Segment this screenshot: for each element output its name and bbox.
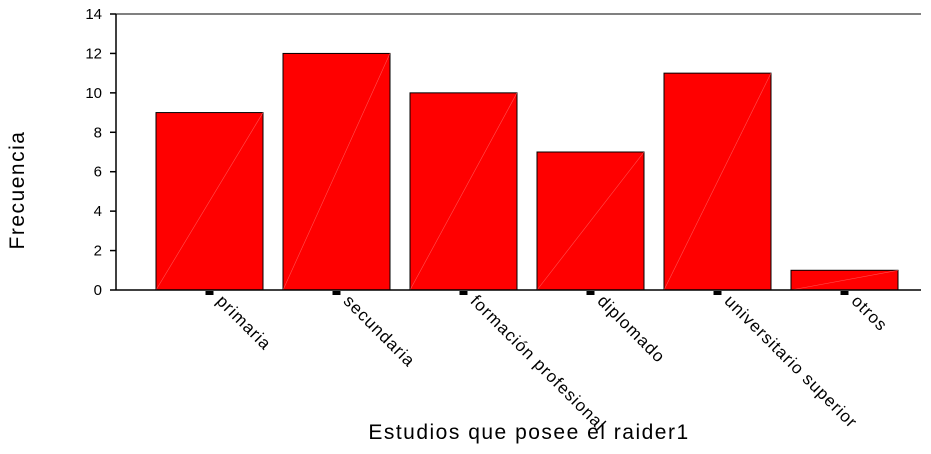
y-tick-label: 8 (94, 124, 102, 141)
x-tick (332, 291, 341, 295)
bar-sheen (790, 269, 899, 291)
x-tick-label: formación profesional (467, 291, 610, 434)
y-tick-label: 14 (85, 6, 102, 23)
y-tick-label: 12 (85, 45, 102, 62)
bar-sheen (155, 112, 264, 291)
y-tick-label: 0 (94, 282, 102, 299)
bar-sheen (409, 92, 518, 291)
y-axis: 0 2 4 6 8 10 12 14 (85, 6, 921, 299)
y-tick-label: 6 (94, 164, 102, 181)
x-tick-label: primaria (213, 291, 276, 354)
x-tick-label: universitario superior (721, 291, 862, 432)
plot-area (155, 52, 899, 291)
y-axis-title: Frecuencia (6, 131, 29, 250)
x-tick-label: diplomado (594, 291, 669, 366)
x-tick (840, 291, 849, 295)
y-tick-label: 10 (85, 85, 102, 102)
y-tick-label: 4 (94, 203, 102, 220)
x-axis: primaria secundaria formación profesionald… (116, 289, 921, 435)
x-tick (586, 291, 595, 295)
bar-sheen (663, 73, 772, 291)
x-tick-label: otros (848, 291, 892, 335)
x-axis-title: Estudios que posee el raider1 (368, 421, 689, 444)
bar-sheen (282, 53, 391, 291)
x-tick-label: secundaria (340, 291, 419, 370)
x-tick (459, 291, 468, 295)
bar-sheen (536, 151, 645, 291)
x-tick (713, 291, 722, 295)
y-tick-label: 2 (94, 243, 102, 260)
x-tick (205, 291, 214, 295)
